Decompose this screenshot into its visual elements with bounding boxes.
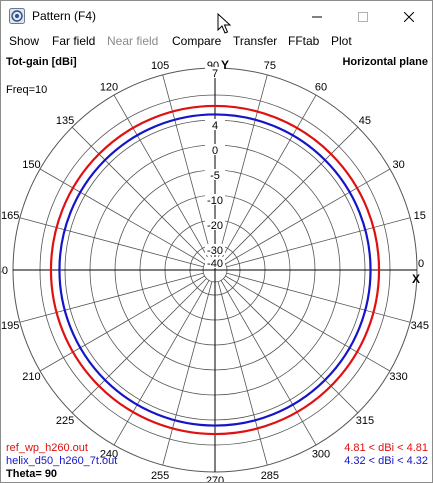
maximize-icon	[358, 12, 368, 23]
menu-fftab[interactable]: FFtab	[288, 34, 320, 48]
title-bar[interactable]: Pattern (F4)	[1, 1, 432, 31]
radial-label-bg	[205, 244, 225, 255]
grid-spoke	[223, 278, 359, 414]
radial-label-bg	[205, 67, 225, 78]
radial-scale-label: -30	[207, 245, 223, 257]
angle-label: 60	[315, 81, 327, 93]
legend-ref-name: ref_wp_h260.out	[6, 442, 88, 454]
plot-title-right: Horizontal plane	[342, 56, 428, 68]
radial-label-bg	[205, 257, 225, 268]
legend-ref-range: 4.81 < dBi < 4.81	[344, 442, 428, 454]
radial-label-bg	[205, 194, 225, 205]
radial-label-bg	[205, 169, 225, 180]
grid-spoke	[220, 280, 317, 446]
grid-spoke	[162, 281, 213, 466]
angle-label: 105	[151, 60, 169, 72]
angle-label: 210	[22, 371, 40, 383]
grid-spoke	[113, 280, 210, 446]
maximize-button[interactable]	[340, 1, 386, 31]
angle-label: 345	[411, 320, 429, 332]
grid-spoke	[226, 272, 411, 323]
angle-label: 315	[356, 415, 374, 427]
angle-label: 30	[392, 159, 404, 171]
window-title: Pattern (F4)	[32, 9, 97, 23]
menu-bar: Show Far field Near field Compare Transf…	[1, 31, 432, 52]
grid-spoke	[39, 275, 205, 372]
angle-label: 165	[1, 210, 19, 222]
close-icon	[403, 11, 415, 23]
radial-label-bg	[205, 119, 225, 130]
grid-spoke	[225, 168, 391, 265]
angle-label: 120	[100, 81, 118, 93]
series-helix-trace	[58, 113, 372, 427]
plot-title-left: Tot-gain [dBi]	[6, 56, 77, 68]
menu-show[interactable]: Show	[9, 34, 40, 48]
angle-label: 285	[261, 470, 279, 482]
radial-scale-label: -40	[207, 258, 223, 270]
radial-label-bg	[205, 144, 225, 155]
legend-helix-name: helix_d50_h260_7t.out	[6, 455, 118, 467]
radial-scale-label: 0	[212, 145, 218, 157]
grid-spoke	[220, 94, 317, 260]
angle-label: 330	[389, 371, 407, 383]
grid-spoke	[225, 275, 391, 372]
pattern-plot-area[interactable]: Tot-gain [dBi] Horizontal plane Freq=10 …	[1, 52, 432, 482]
angle-label: 195	[1, 320, 19, 332]
radial-scale-label: -5	[210, 170, 220, 182]
frequency-label: Freq=10	[6, 84, 48, 96]
menu-transfer[interactable]: Transfer	[233, 34, 278, 48]
angle-label: 45	[359, 115, 371, 127]
angle-label: 0	[418, 258, 424, 270]
series-ref-trace	[49, 104, 381, 436]
grid-spoke	[71, 126, 207, 262]
grid-spoke	[19, 217, 204, 268]
radial-scale-label: -20	[207, 220, 223, 232]
legend-helix-range: 4.32 < dBi < 4.32	[344, 455, 428, 467]
menu-compare[interactable]: Compare	[172, 34, 222, 48]
radial-scale-label: 4	[212, 120, 218, 132]
angle-label: 150	[22, 159, 40, 171]
antenna-app-icon	[9, 8, 25, 24]
angle-label: 180	[1, 265, 8, 277]
angle-label: 300	[312, 449, 330, 461]
grid-spoke	[226, 217, 411, 268]
menu-near-field[interactable]: Near field	[107, 34, 159, 48]
polar-chart: 0153045607590105120135150165180195210225…	[1, 60, 429, 482]
grid-spoke	[217, 281, 268, 466]
mouse-cursor-icon	[217, 13, 231, 34]
radial-label-bg	[205, 219, 225, 230]
radial-scale-label: -10	[207, 195, 223, 207]
grid-spoke	[71, 278, 207, 414]
grid-spoke	[113, 94, 210, 260]
grid-spoke	[19, 272, 204, 323]
grid-spoke	[223, 126, 359, 262]
minimize-icon	[312, 16, 322, 18]
minimize-button[interactable]	[294, 1, 340, 31]
angle-label: 240	[100, 449, 118, 461]
angle-label: 270	[206, 475, 224, 482]
angle-label: 225	[56, 415, 74, 427]
grid-spoke	[217, 74, 268, 259]
radial-scale-label: 7	[212, 68, 218, 80]
grid-spoke	[39, 168, 205, 265]
x-axis-label: X	[412, 272, 421, 286]
close-button[interactable]	[386, 1, 432, 31]
theta-label: Theta= 90	[6, 468, 58, 480]
angle-label: 255	[151, 470, 169, 482]
y-axis-label: Y	[221, 58, 230, 72]
menu-plot[interactable]: Plot	[331, 34, 352, 48]
angle-label: 135	[56, 115, 74, 127]
angle-label: 15	[414, 210, 426, 222]
menu-far-field[interactable]: Far field	[52, 34, 96, 48]
angle-label: 75	[264, 60, 276, 72]
grid-spoke	[162, 74, 213, 259]
